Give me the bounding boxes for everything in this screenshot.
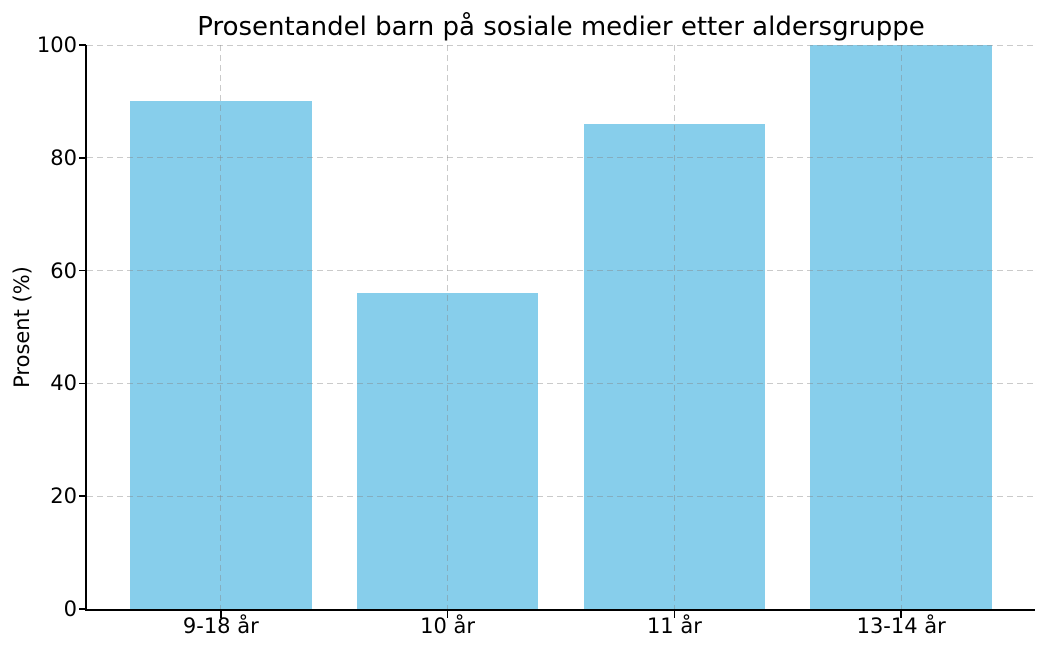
y-tick-label-20: 20: [50, 484, 77, 509]
y-tick-mark-40: [78, 382, 86, 385]
x-tick-label-4: 13-14 år: [856, 614, 946, 638]
y-tick-label-60: 60: [50, 258, 77, 283]
x-tick-label-2: 10 år: [420, 614, 476, 638]
y-tick-mark-0: [78, 608, 86, 610]
bar-11-år: [583, 123, 766, 609]
y-tick-label-0: 0: [63, 597, 77, 621]
bar-9-18-år: [130, 101, 312, 609]
h-gridline-20: [87, 495, 1035, 497]
h-gridline-40: [87, 382, 1035, 384]
y-tick-label-80: 80: [50, 145, 77, 170]
v-gridline-4: [900, 45, 902, 609]
v-gridline-1: [220, 45, 222, 609]
h-gridline-100: [87, 44, 1035, 46]
y-tick-mark-80: [78, 156, 86, 159]
y-tick-label-100: 100: [36, 33, 77, 57]
y-tick-mark-20: [78, 495, 86, 498]
x-tick-label-1: 9-18 år: [182, 614, 259, 638]
plot-area: [87, 44, 1035, 609]
h-gridline-60: [87, 270, 1035, 272]
x-axis-spine: [85, 609, 1035, 611]
y-tick-label-40: 40: [50, 371, 77, 396]
x-tick-mark-1: [219, 610, 222, 618]
x-tick-mark-4: [900, 610, 903, 618]
v-gridline-3: [673, 45, 675, 609]
x-tick-mark-2: [446, 610, 449, 618]
h-gridline-80: [87, 157, 1035, 159]
bar-10-år: [356, 293, 539, 609]
y-tick-mark-100: [78, 44, 86, 46]
chart-title: Prosentandel barn på sosiale medier ette…: [197, 12, 925, 42]
x-tick-mark-3: [673, 610, 676, 618]
y-tick-mark-60: [78, 269, 86, 272]
v-gridline-2: [447, 45, 449, 609]
bar-13-14-år: [810, 45, 992, 609]
y-axis-spine: [85, 45, 88, 611]
x-tick-label-3: 11 år: [646, 614, 702, 638]
